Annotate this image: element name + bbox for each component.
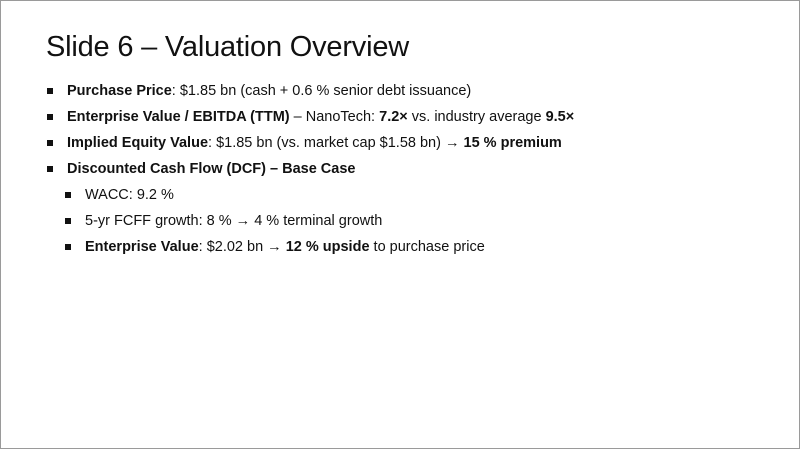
bullet-label: Purchase Price xyxy=(67,83,172,99)
square-bullet-icon xyxy=(47,166,53,172)
square-bullet-icon xyxy=(47,114,53,120)
bullet-text: vs. industry average xyxy=(407,109,546,125)
bullet-text: to purchase price xyxy=(369,239,485,255)
bullet-value: 7.2× xyxy=(379,109,408,125)
bullet-text: : $2.02 bn → xyxy=(198,239,286,255)
bullet-value: 15 % premium xyxy=(463,135,562,151)
sub-bullet-wacc: WACC: 9.2 % xyxy=(64,185,766,205)
square-bullet-icon xyxy=(47,140,53,146)
bullet-value: 12 % upside xyxy=(285,239,370,255)
sub-bullet-enterprise-value: Enterprise Value: $2.02 bn → 12 % upside… xyxy=(64,237,766,257)
bullet-label: Discounted Cash Flow (DCF) – Base Case xyxy=(67,161,356,177)
slide-title: Slide 6 – Valuation Overview xyxy=(46,31,410,63)
bullet-value: 9.5× xyxy=(545,109,575,125)
bullet-list: Purchase Price: $1.85 bn (cash + 0.6 % s… xyxy=(46,81,766,263)
bullet-label: Enterprise Value / EBITDA (TTM) xyxy=(67,109,290,125)
bullet-text: WACC: 9.2 % xyxy=(85,187,174,203)
square-bullet-icon xyxy=(65,218,71,224)
sub-bullet-fcff-growth: 5-yr FCFF growth: 8 % → 4 % terminal gro… xyxy=(64,211,766,231)
bullet-text: : $1.85 bn (cash + 0.6 % senior debt iss… xyxy=(171,83,472,99)
bullet-ev-ebitda: Enterprise Value / EBITDA (TTM) – NanoTe… xyxy=(46,107,766,127)
bullet-text: – NanoTech: xyxy=(289,109,380,125)
square-bullet-icon xyxy=(47,88,53,94)
bullet-label: Enterprise Value xyxy=(85,239,199,255)
bullet-text: 5-yr FCFF growth: 8 % → 4 % terminal gro… xyxy=(85,213,383,229)
bullet-text: : $1.85 bn (vs. market cap $1.58 bn) → xyxy=(208,135,464,151)
square-bullet-icon xyxy=(65,192,71,198)
square-bullet-icon xyxy=(65,244,71,250)
bullet-purchase-price: Purchase Price: $1.85 bn (cash + 0.6 % s… xyxy=(46,81,766,101)
bullet-implied-equity: Implied Equity Value: $1.85 bn (vs. mark… xyxy=(46,133,766,153)
bullet-dcf: Discounted Cash Flow (DCF) – Base Case xyxy=(46,159,766,179)
bullet-label: Implied Equity Value xyxy=(67,135,209,151)
